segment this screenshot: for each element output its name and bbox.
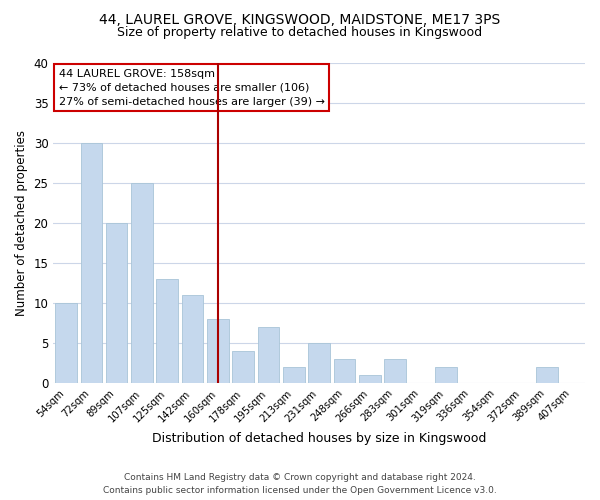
Bar — [232, 351, 254, 383]
Bar — [80, 142, 102, 383]
Bar — [385, 359, 406, 383]
Bar — [258, 327, 279, 383]
Bar — [536, 367, 558, 383]
Bar — [334, 359, 355, 383]
X-axis label: Distribution of detached houses by size in Kingswood: Distribution of detached houses by size … — [152, 432, 487, 445]
Text: Contains HM Land Registry data © Crown copyright and database right 2024.
Contai: Contains HM Land Registry data © Crown c… — [103, 474, 497, 495]
Bar — [157, 279, 178, 383]
Bar — [207, 319, 229, 383]
Bar — [359, 375, 380, 383]
Text: 44, LAUREL GROVE, KINGSWOOD, MAIDSTONE, ME17 3PS: 44, LAUREL GROVE, KINGSWOOD, MAIDSTONE, … — [100, 12, 500, 26]
Bar — [435, 367, 457, 383]
Bar — [308, 343, 330, 383]
Text: Size of property relative to detached houses in Kingswood: Size of property relative to detached ho… — [118, 26, 482, 39]
Bar — [55, 303, 77, 383]
Y-axis label: Number of detached properties: Number of detached properties — [15, 130, 28, 316]
Bar — [106, 223, 127, 383]
Bar — [182, 295, 203, 383]
Bar — [283, 367, 305, 383]
Bar — [131, 183, 152, 383]
Text: 44 LAUREL GROVE: 158sqm
← 73% of detached houses are smaller (106)
27% of semi-d: 44 LAUREL GROVE: 158sqm ← 73% of detache… — [59, 69, 325, 107]
